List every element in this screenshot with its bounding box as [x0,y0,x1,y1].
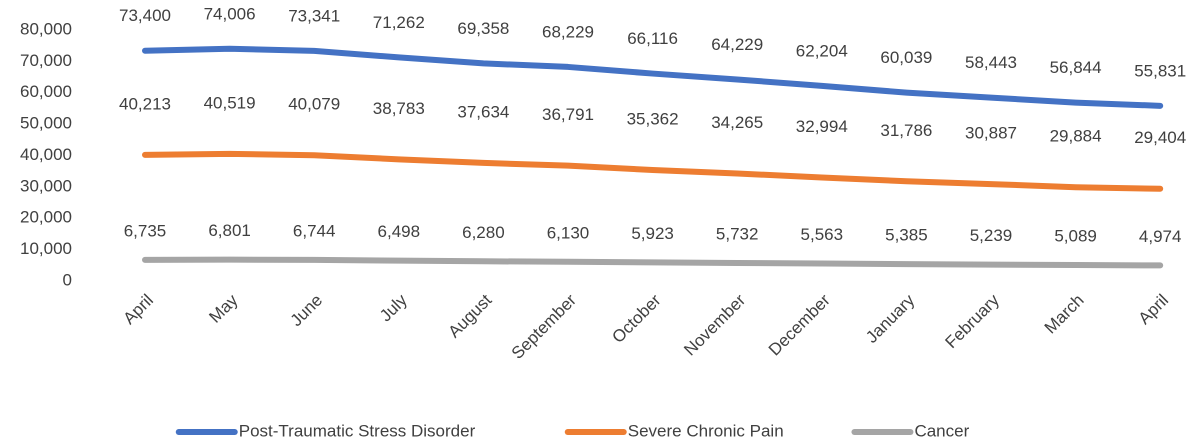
y-tick-label: 30,000 [20,176,72,195]
data-label: 29,884 [1050,127,1102,146]
data-label: 5,239 [970,226,1013,245]
y-tick-label: 50,000 [20,114,72,133]
y-tick-label: 0 [63,270,72,289]
series-line [142,256,1164,269]
data-label: 68,229 [542,22,594,41]
data-label: 64,229 [711,35,763,54]
data-label: 5,923 [631,224,674,243]
data-label: 74,006 [204,4,256,23]
x-tick-label: March [1041,291,1088,338]
x-tick-label: November [680,290,749,359]
x-tick-label: May [205,290,241,326]
x-tick-label: April [1135,291,1172,328]
x-tick-label: December [765,290,834,359]
data-label: 5,089 [1054,227,1097,246]
y-tick-label: 40,000 [20,145,72,164]
data-label: 35,362 [627,110,679,129]
data-label: 55,831 [1134,61,1186,80]
y-tick-label: 80,000 [20,19,72,38]
x-tick-label: January [862,290,919,347]
x-tick-label: April [120,291,157,328]
data-label: 5,732 [716,225,759,244]
x-tick-label: August [445,290,496,341]
data-label: 66,116 [627,29,678,48]
data-label: 6,130 [547,223,590,242]
data-label: 6,735 [124,221,167,240]
data-label: 73,400 [119,6,171,25]
data-label: 56,844 [1050,58,1102,77]
legend-label: Severe Chronic Pain [628,421,784,440]
x-tick-label: October [608,290,664,346]
legend-label: Cancer [914,421,969,440]
x-tick-label: July [376,290,411,325]
data-label: 58,443 [965,53,1017,72]
series-line [142,150,1164,192]
data-label: 30,887 [965,124,1017,143]
y-tick-label: 20,000 [20,208,72,227]
series-line [142,45,1164,109]
data-label: 4,974 [1139,227,1182,246]
x-tick-label: June [287,291,327,331]
data-label: 36,791 [542,105,594,124]
data-label: 40,519 [204,93,256,112]
data-label: 6,498 [378,222,421,241]
y-tick-label: 60,000 [20,82,72,101]
y-tick-label: 10,000 [20,239,72,258]
data-label: 60,039 [880,48,932,67]
data-label: 69,358 [457,19,509,38]
x-tick-label: September [508,290,580,362]
data-label: 6,801 [208,221,251,240]
data-label: 38,783 [373,99,425,118]
data-label: 34,265 [711,113,763,132]
data-label: 40,213 [119,94,171,113]
data-label: 6,744 [293,221,336,240]
data-label: 6,280 [462,223,505,242]
x-tick-label: February [941,290,1003,352]
y-tick-label: 70,000 [20,51,72,70]
data-label: 71,262 [373,13,425,32]
data-label: 40,079 [288,95,340,114]
data-label: 29,404 [1134,128,1186,147]
data-label: 5,385 [885,226,928,245]
legend-label: Post-Traumatic Stress Disorder [239,421,476,440]
data-label: 31,786 [880,121,932,140]
data-label: 32,994 [796,117,848,136]
data-label: 73,341 [288,6,340,25]
data-label: 5,563 [801,225,844,244]
data-label: 37,634 [457,102,509,121]
data-label: 62,204 [796,41,848,60]
